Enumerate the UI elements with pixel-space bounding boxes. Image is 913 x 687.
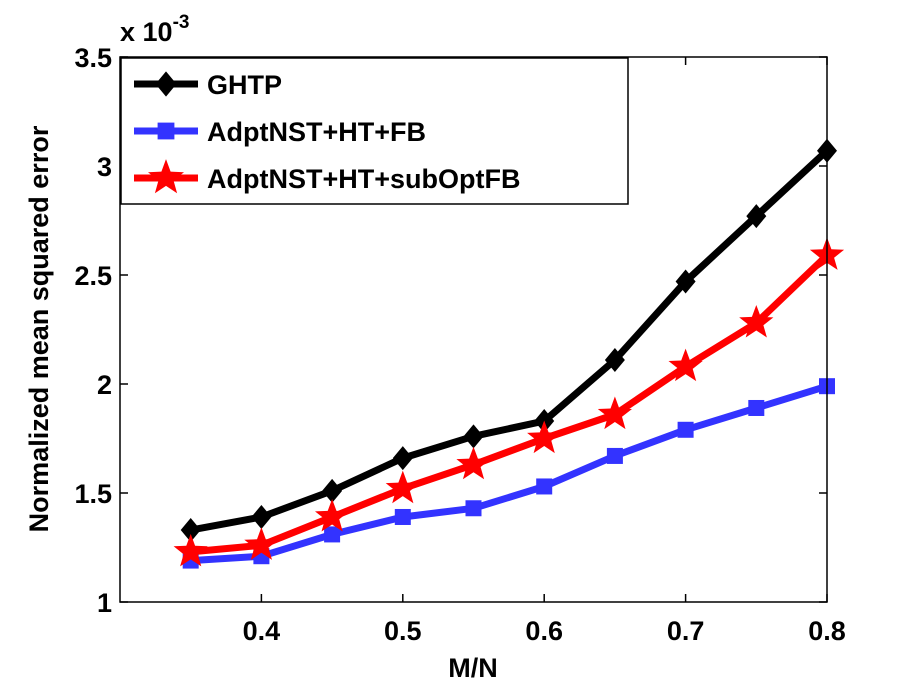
- data-point-star: [597, 396, 632, 430]
- legend-entry: GHTP: [134, 70, 282, 100]
- x-axis-label: M/N: [448, 653, 498, 683]
- data-point-diamond: [746, 204, 767, 229]
- x-tick-label: 0.7: [667, 616, 705, 646]
- data-point-star: [456, 446, 491, 480]
- y-multiplier-base: x 10: [120, 17, 173, 47]
- legend-label: AdptNST+HT+subOptFB: [207, 164, 520, 194]
- data-point-diamond: [322, 478, 343, 503]
- data-point-star: [739, 305, 774, 338]
- legend: GHTP AdptNST+HT+FB AdptNST+HT+subOptFB: [120, 57, 629, 205]
- x-tick-label: 0.8: [808, 616, 846, 646]
- data-point-square: [748, 399, 765, 416]
- data-point-diamond: [180, 518, 201, 543]
- y-tick-label: 3: [97, 152, 112, 182]
- legend-entry: AdptNST+HT+FB: [134, 117, 426, 147]
- x-tick-label: 0.5: [384, 616, 422, 646]
- data-point-diamond: [604, 348, 625, 373]
- data-point-star: [173, 533, 208, 567]
- data-point-diamond: [463, 424, 484, 449]
- data-point-star: [527, 420, 562, 454]
- x-tick-label: 0.4: [243, 616, 281, 646]
- series-ghtp: [180, 138, 837, 543]
- data-point-square: [606, 447, 623, 464]
- plot-frame: [119, 56, 828, 603]
- legend-label: AdptNST+HT+FB: [207, 117, 426, 147]
- series-line: [190, 148, 830, 534]
- x-tick-label: 0.6: [525, 616, 563, 646]
- y-multiplier: x 10-3: [120, 12, 189, 47]
- data-point-star: [385, 470, 420, 504]
- data-point-square: [394, 508, 411, 525]
- y-tick-label: 2.5: [74, 261, 112, 291]
- data-point-diamond: [392, 446, 413, 471]
- data-point-diamond: [675, 269, 696, 294]
- y-axis-label: Normalized mean squared error: [24, 125, 54, 532]
- y-tick-label: 3.5: [74, 43, 112, 73]
- data-point-square: [324, 526, 341, 543]
- data-point-square: [536, 478, 553, 495]
- series-line: [190, 382, 829, 565]
- series-adptnst-ht-fb: [182, 378, 835, 569]
- y-tick-label: 2: [97, 370, 112, 400]
- legend-label: GHTP: [207, 70, 282, 100]
- y-tick-label: 1: [97, 588, 112, 618]
- y-tick-label: 1.5: [74, 479, 112, 509]
- data-point-diamond: [251, 504, 272, 529]
- series-line: [190, 252, 830, 556]
- data-point-star: [315, 499, 350, 532]
- legend-box: [120, 57, 629, 205]
- data-point-square: [677, 421, 694, 438]
- data-point-star: [244, 527, 279, 560]
- legend-marker-diamond: [155, 71, 177, 97]
- legend-marker-square: [157, 122, 175, 140]
- series-layer: [173, 138, 845, 569]
- tick-labels: 0.4 0.5 0.6 0.7 0.8 1 1.5 2 2.5 3 3.5: [74, 43, 845, 646]
- legend-entry: AdptNST+HT+subOptFB: [134, 159, 520, 194]
- data-point-square: [465, 500, 482, 517]
- y-multiplier-exponent: -3: [173, 12, 190, 33]
- data-point-star: [668, 348, 703, 382]
- legend-marker-star: [148, 159, 184, 194]
